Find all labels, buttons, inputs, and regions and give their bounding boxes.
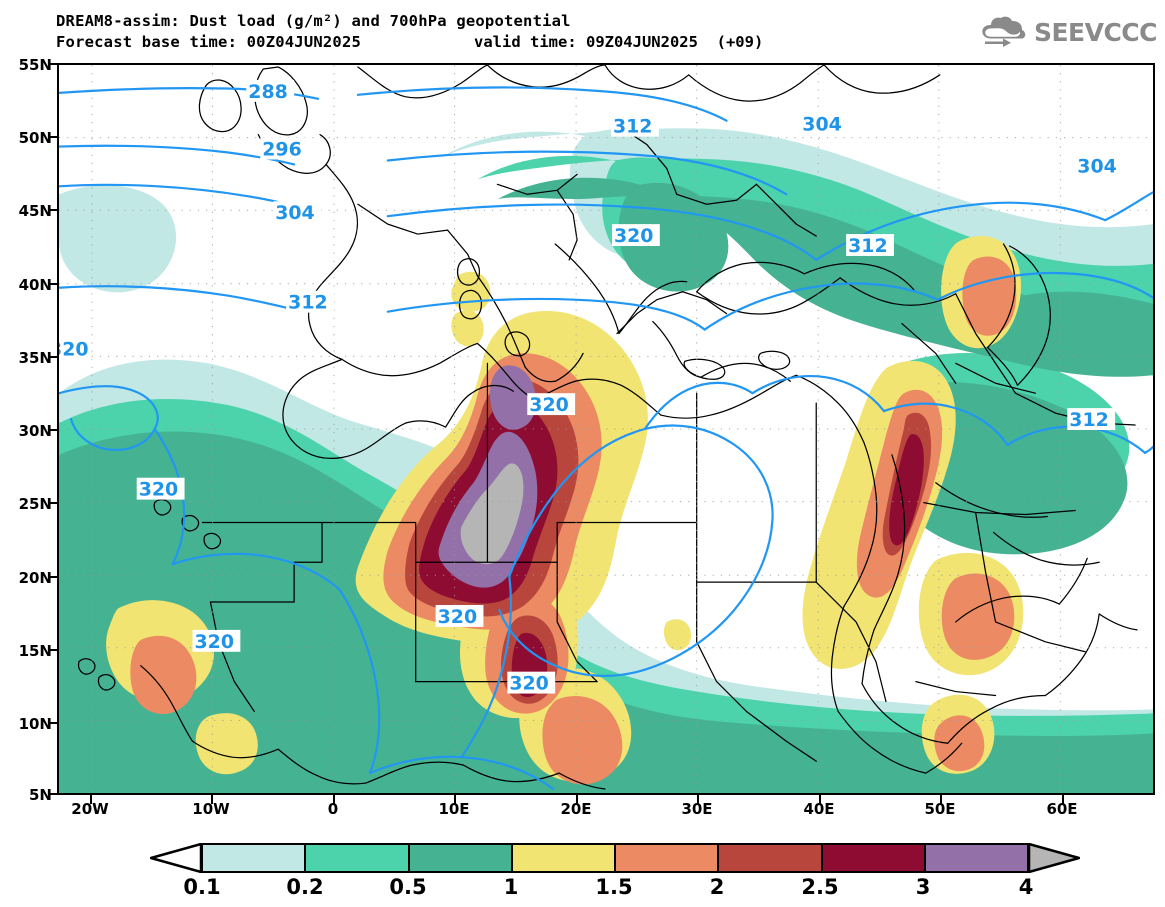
- header: DREAM8-assim: Dust load (g/m²) and 700hP…: [0, 0, 1165, 58]
- contour-label: 320: [195, 631, 235, 653]
- seevccc-logo: SEEVCCC: [977, 14, 1158, 50]
- colorbar-tick: 4: [1018, 875, 1034, 899]
- colorbar[interactable]: 0.1 0.2 0.5 1 1.5 2 2.5 3 4: [149, 842, 1081, 905]
- contour-label: 304: [1077, 155, 1117, 177]
- x-tick-label: 0: [327, 800, 339, 818]
- colorbar-tick: 2.5: [801, 875, 839, 899]
- contour-label: 320: [614, 225, 654, 247]
- y-tick-label: 55N: [18, 56, 52, 74]
- colorbar-tick: 2: [709, 875, 725, 899]
- x-tick-label: 60E: [1046, 800, 1078, 818]
- map-canvas: 288 296 304 312 312 304 304 320 312 320 …: [59, 65, 1153, 793]
- contour-label: 296: [262, 139, 302, 161]
- contour-label: 288: [248, 81, 288, 103]
- cloud-icon: [982, 16, 1026, 47]
- contour-label: 312: [288, 292, 328, 314]
- page-title: DREAM8-assim: Dust load (g/m²) and 700hP…: [56, 12, 571, 30]
- x-tick-label: 10E: [438, 800, 470, 818]
- colorbar-segments: [149, 842, 1081, 874]
- valid-time: valid time: 09Z04JUN2025 (+09): [474, 33, 764, 51]
- y-tick-label: 10N: [18, 715, 52, 733]
- x-tick-label: 50E: [924, 800, 956, 818]
- y-tick-label: 35N: [18, 349, 52, 367]
- contour-label: 304: [802, 114, 842, 136]
- logo-text: SEEVCCC: [1033, 17, 1158, 47]
- colorbar-tick: 3: [915, 875, 931, 899]
- contour-label: 320: [438, 606, 478, 628]
- colorbar-low-cap: [149, 842, 203, 874]
- x-tick-label: 10W: [192, 800, 230, 818]
- colorbar-seg-4: [615, 843, 719, 873]
- contour-label: 320: [139, 479, 179, 501]
- colorbar-tick: 0.2: [286, 875, 324, 899]
- y-tick-label: 40N: [18, 276, 52, 294]
- contour-label: 312: [613, 116, 653, 138]
- y-tick-label: 45N: [18, 202, 52, 220]
- coastlines-and-borders: [77, 65, 1138, 790]
- x-tick-label: 20W: [71, 800, 109, 818]
- y-tick-label: 20N: [18, 569, 52, 587]
- contour-label: 304: [275, 202, 315, 224]
- colorbar-seg-1: [305, 843, 409, 873]
- x-tick-label: 40E: [803, 800, 835, 818]
- y-tick-label: 25N: [18, 495, 52, 513]
- colorbar-tick: 1: [503, 875, 519, 899]
- colorbar-seg-0: [202, 843, 306, 873]
- contour-label: 320: [59, 338, 89, 360]
- y-tick-label: 5N: [29, 786, 52, 804]
- y-tick-label: 30N: [18, 422, 52, 440]
- colorbar-seg-7: [924, 843, 1028, 873]
- colorbar-seg-6: [821, 843, 925, 873]
- colorbar-tick: 0.5: [389, 875, 427, 899]
- colorbar-high-cap: [1027, 842, 1081, 874]
- colorbar-tick: 0.1: [183, 875, 221, 899]
- contour-label: 320: [509, 673, 549, 695]
- colorbar-seg-3: [511, 843, 615, 873]
- contour-label: 312: [848, 235, 888, 257]
- colorbar-tick: 1.5: [595, 875, 633, 899]
- colorbar-seg-5: [718, 843, 822, 873]
- contour-labels: 288 296 304 312 312 304 304 320 312 320 …: [59, 79, 1124, 695]
- forecast-map[interactable]: 288 296 304 312 312 304 304 320 312 320 …: [57, 63, 1155, 795]
- x-tick-label: 30E: [681, 800, 713, 818]
- y-tick-label: 50N: [18, 129, 52, 147]
- dust-load-field: [59, 128, 1153, 793]
- contour-label: 312: [1069, 409, 1109, 431]
- contour-label: 320: [529, 394, 569, 416]
- forecast-base-time: Forecast base time: 00Z04JUN2025: [56, 33, 362, 51]
- colorbar-tick-labels: 0.1 0.2 0.5 1 1.5 2 2.5 3 4: [150, 873, 1080, 905]
- colorbar-seg-2: [408, 843, 512, 873]
- x-tick-label: 20E: [560, 800, 592, 818]
- y-tick-label: 15N: [18, 642, 52, 660]
